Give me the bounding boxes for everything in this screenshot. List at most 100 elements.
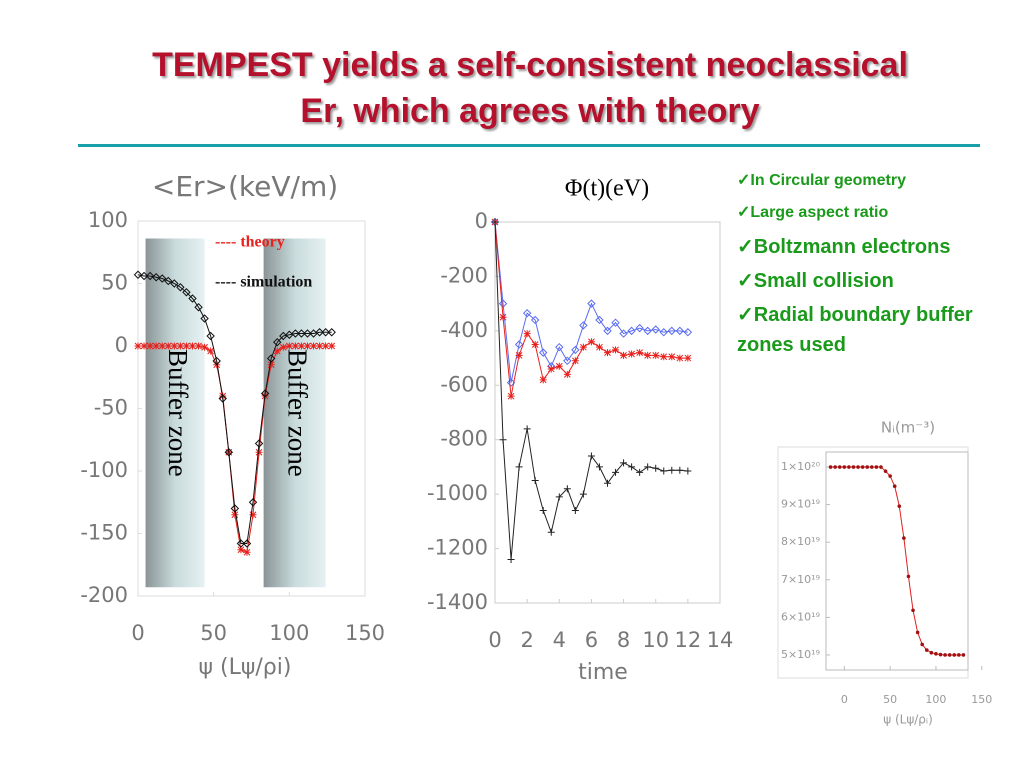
marker [675,326,685,336]
marker [587,338,595,346]
y-tick-label: 0 [475,209,488,233]
x-tick-label: 8 [617,628,630,652]
x-tick-label: 6 [585,628,598,652]
y-tick-label: 6×10¹⁹ [781,610,820,623]
x-tick-label: 0 [488,628,501,652]
marker [915,630,920,635]
x-tick-label: 4 [553,628,566,652]
marker [628,463,636,471]
marker [571,345,580,355]
marker [667,326,676,336]
marker [595,315,604,325]
marker [291,329,300,338]
plot-frame [825,451,969,671]
marker [659,328,668,337]
marker [285,342,293,350]
x-tick-label: 0 [841,693,848,706]
x-axis-label: ψ (Lψ/ρᵢ) [883,713,933,727]
y-tick-label: -800 [440,427,488,451]
marker [146,342,154,350]
x-tick-label: 50 [200,621,227,645]
x-tick-label: 150 [971,693,992,706]
bullet: ✓Boltzmann electrons [737,236,951,258]
marker [611,318,620,327]
x-tick-label: 0 [131,621,144,645]
x-tick-label: 10 [642,628,669,652]
marker [158,274,167,283]
marker [612,346,620,354]
marker [636,468,644,476]
marker [327,328,336,337]
marker [563,370,571,378]
marker [668,353,676,361]
marker [851,465,856,469]
y-tick-label: -600 [440,372,488,396]
marker [212,356,221,366]
marker [860,465,865,469]
y-tick-label: 5×10¹⁹ [781,648,820,661]
marker [643,326,652,336]
marker [947,653,952,657]
marker [499,436,507,444]
marker [176,283,185,292]
marker [200,314,209,323]
marker [322,342,330,350]
marker [651,325,660,334]
marker [595,343,603,351]
marker [660,353,668,361]
marker [627,326,636,336]
marker [297,329,306,338]
marker [668,466,676,474]
marker [842,465,847,469]
marker [506,378,516,387]
marker [182,342,190,350]
marker [612,468,620,476]
marker [870,465,874,469]
marker [676,354,684,362]
marker [231,511,239,519]
series-line [494,221,688,383]
marker [652,351,660,359]
y-tick-label: -1400 [427,590,488,614]
marker [865,465,870,469]
y-tick-label: -400 [440,318,488,342]
marker [207,347,215,355]
marker [266,354,276,363]
marker [507,555,515,563]
buffer-zone [263,238,326,588]
marker [321,328,330,337]
title-rule [78,144,980,147]
marker [587,299,596,308]
slide-title: TEMPEST yields a self-consistent neoclas… [152,46,908,84]
marker [879,465,883,469]
marker [920,642,924,647]
marker [328,342,336,350]
marker [619,329,628,338]
marker [539,506,547,514]
marker [303,342,311,350]
marker [563,485,571,493]
marker [579,321,588,330]
y-tick-label: 50 [101,271,128,295]
marker [273,347,281,355]
marker [628,350,636,358]
marker [828,465,833,469]
marker [273,338,282,347]
marker [888,474,892,478]
marker [139,271,149,281]
marker [515,351,523,359]
marker [140,342,148,350]
marker [176,342,184,350]
bullet: ✓In Circular geometry [737,172,907,189]
marker [555,342,564,352]
marker [194,303,203,312]
marker [514,340,524,349]
marker [255,448,263,456]
marker [952,653,957,657]
marker [547,528,555,536]
marker [218,394,227,403]
y-tick-label: 8×10¹⁹ [781,535,820,548]
legend-entry: ---- theory [215,234,285,251]
marker [652,464,660,472]
marker [151,273,161,282]
